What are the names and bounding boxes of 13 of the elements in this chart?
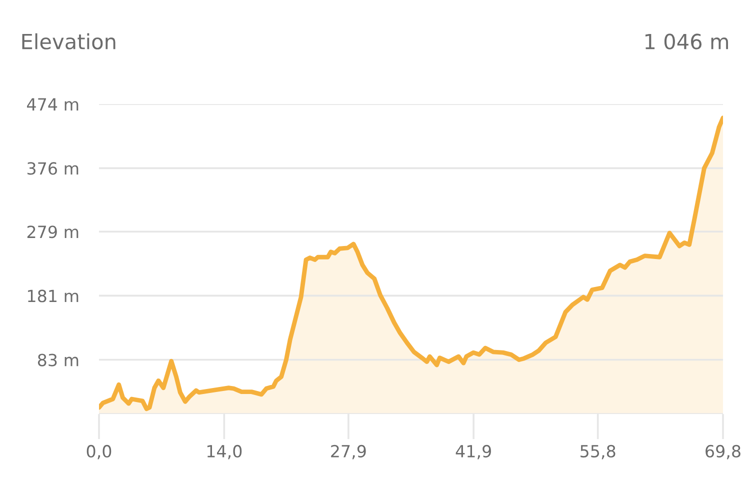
x-tick-label: 27,9: [331, 444, 366, 460]
x-tick-label: 69,8: [706, 444, 740, 460]
y-tick-label: 474 m: [27, 98, 78, 110]
y-tick-label: 279 m: [27, 226, 78, 238]
x-tick-label: 41,9: [456, 444, 491, 460]
x-tick-label: 55,8: [580, 444, 616, 460]
y-tick-label: 83 m: [38, 354, 78, 366]
chart-title: Elevation: [22, 33, 116, 50]
y-tick-label: 376 m: [27, 162, 78, 175]
x-tick-label: 14,0: [207, 444, 242, 460]
x-tick-label: 0,0: [86, 444, 112, 460]
text: 1 046 m: [645, 34, 728, 50]
y-tick-label: 181 m: [28, 290, 78, 302]
